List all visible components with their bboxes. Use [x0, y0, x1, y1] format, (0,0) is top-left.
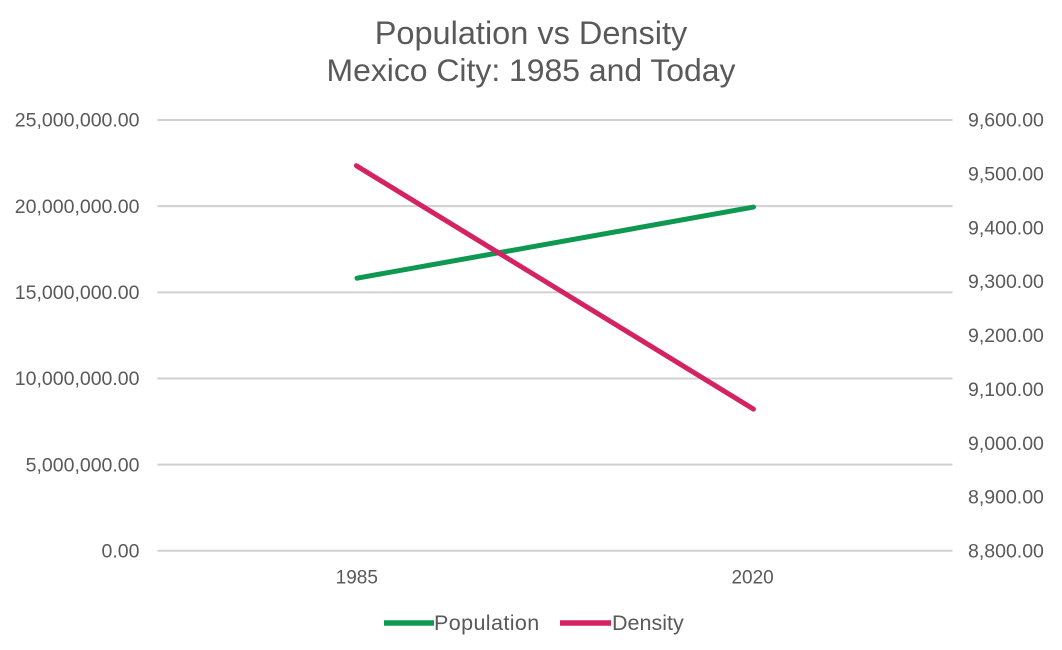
svg-text:9,000.00: 9,000.00 — [968, 433, 1044, 455]
svg-text:8,800.00: 8,800.00 — [968, 541, 1044, 563]
svg-text:Density: Density — [612, 611, 684, 635]
svg-text:20,000,000.00: 20,000,000.00 — [15, 196, 140, 218]
svg-text:10,000,000.00: 10,000,000.00 — [15, 368, 140, 390]
svg-text:8,900.00: 8,900.00 — [968, 487, 1044, 509]
svg-text:2020: 2020 — [731, 568, 773, 589]
svg-text:9,100.00: 9,100.00 — [968, 379, 1044, 401]
svg-text:0.00: 0.00 — [102, 541, 140, 563]
svg-text:9,500.00: 9,500.00 — [968, 164, 1044, 186]
svg-text:25,000,000.00: 25,000,000.00 — [15, 110, 140, 132]
svg-text:9,200.00: 9,200.00 — [968, 325, 1044, 347]
svg-text:9,300.00: 9,300.00 — [968, 271, 1044, 293]
svg-text:Population vs Density: Population vs Density — [375, 15, 688, 51]
svg-text:Mexico City: 1985 and Today: Mexico City: 1985 and Today — [327, 52, 736, 88]
svg-text:9,600.00: 9,600.00 — [968, 110, 1044, 132]
svg-text:1985: 1985 — [336, 568, 378, 589]
svg-text:5,000,000.00: 5,000,000.00 — [26, 454, 140, 476]
svg-text:15,000,000.00: 15,000,000.00 — [15, 282, 140, 304]
svg-text:9,400.00: 9,400.00 — [968, 217, 1044, 239]
svg-text:Population: Population — [434, 611, 540, 635]
